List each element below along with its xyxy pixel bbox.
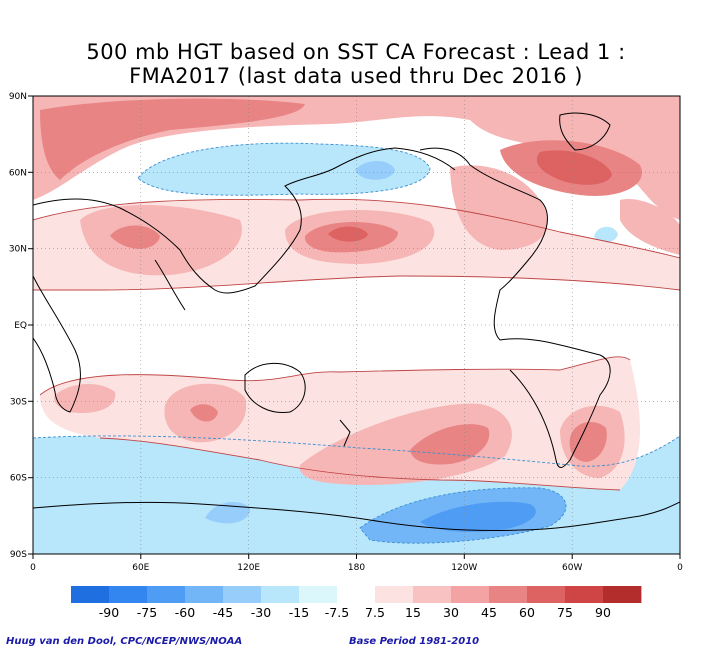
- lat-label: 30S: [10, 397, 27, 407]
- colorbar-swatch: [223, 586, 262, 603]
- colorbar-label: -30: [251, 605, 271, 620]
- colorbar-label: 7.5: [365, 605, 385, 620]
- africa-coastline: [33, 275, 81, 413]
- colorbar-label: -90: [99, 605, 119, 620]
- latitude-ticks: [28, 95, 33, 555]
- colorbar-label: 60: [519, 605, 535, 620]
- antarctica-coastline: [33, 501, 680, 532]
- asia-positive: [80, 205, 242, 276]
- south-america-positive-mid: [569, 422, 607, 462]
- coastlines: [33, 112, 680, 532]
- south-indian-negative: [205, 502, 251, 524]
- colorbar-labels: -90 -75 -60 -45 -30 -15 -7.5 7.5 15 30 45 60 75 90: [99, 605, 611, 620]
- lon-label: 0: [30, 563, 36, 573]
- colorbar-label: 90: [595, 605, 611, 620]
- eurasia-coastline: [33, 147, 456, 294]
- colorbar-swatch: [299, 586, 338, 603]
- credit-base-period: Base Period 1981-2010: [349, 636, 480, 647]
- colorbar-swatch: [603, 586, 642, 603]
- new-zealand-coastline: [339, 419, 351, 447]
- colorbar-label: -15: [289, 605, 309, 620]
- south-indian-positive-inner: [190, 404, 218, 422]
- north-pacific-positive-core: [328, 226, 368, 242]
- colorbar-swatch: [565, 586, 604, 603]
- colorbar-swatch: [147, 586, 186, 603]
- antarctic-negative-inner: [420, 501, 536, 532]
- lon-label: 180: [348, 563, 365, 573]
- lon-label: 120E: [237, 563, 260, 573]
- scandinavia-positive-inner: [536, 150, 612, 185]
- lon-label: 60W: [562, 563, 582, 573]
- longitude-labels: 0 60E 120E 180 120W 60W 0: [30, 563, 683, 573]
- lat-label: 60S: [10, 474, 27, 484]
- north-pacific-negative-inner: [355, 161, 395, 180]
- lat-label: 60N: [9, 168, 27, 178]
- atlantic-positive: [620, 199, 680, 255]
- lat-label: EQ: [14, 321, 27, 331]
- colorbar-swatch: [109, 586, 148, 603]
- colorbar-label: -60: [175, 605, 195, 620]
- north-atlantic-negative: [594, 226, 618, 243]
- credit-author: Huug van den Dool, CPC/NCEP/NWS/NOAA: [6, 636, 243, 647]
- colorbar-label: -75: [137, 605, 157, 620]
- colorbar-swatch: [413, 586, 452, 603]
- colorbar-label: 75: [557, 605, 573, 620]
- colorbar-swatch: [451, 586, 490, 603]
- lon-label: 0: [677, 563, 683, 573]
- lon-label: 60E: [132, 563, 149, 573]
- colorbar-swatch: [337, 586, 376, 603]
- colorbar-label: 15: [405, 605, 421, 620]
- colorbar-label: -7.5: [325, 605, 349, 620]
- colorbar-swatch: [261, 586, 300, 603]
- colorbar-label: 45: [481, 605, 497, 620]
- map-title-line-2: FMA2017 (last data used thru Dec 2016 ): [129, 64, 583, 88]
- graticule: [33, 96, 680, 554]
- greenland-coastline: [559, 112, 611, 151]
- south-africa-positive: [54, 384, 116, 414]
- asia-positive-inner: [110, 225, 160, 249]
- colorbar-swatch: [489, 586, 528, 603]
- lat-label: 90N: [9, 92, 27, 102]
- arctic-positive-mid: [40, 98, 305, 180]
- lon-label: 120W: [451, 563, 477, 573]
- australia-coastline: [244, 362, 306, 414]
- north-america-coastline: [419, 147, 548, 341]
- colorbar-swatch: [185, 586, 224, 603]
- colorbar-swatch: [71, 586, 110, 603]
- colorbar-swatch: [375, 586, 414, 603]
- colorbar-label: 30: [443, 605, 459, 620]
- lat-label: 30N: [9, 245, 27, 255]
- south-pacific-positive: [299, 403, 512, 485]
- map-field: [33, 96, 680, 554]
- colorbar-label: -45: [213, 605, 233, 620]
- lat-label: 90S: [10, 550, 27, 560]
- longitude-ticks: [32, 554, 681, 559]
- latitude-labels: 90N 60N 30N EQ 30S 60S 90S: [9, 92, 27, 560]
- india-coastline: [154, 259, 186, 311]
- colorbar-swatch: [527, 586, 566, 603]
- south-america-coastline: [499, 338, 611, 468]
- north-america-positive: [450, 165, 548, 250]
- colorbar: [71, 586, 642, 603]
- contour-lines: [33, 142, 680, 544]
- map-title-line-1: 500 mb HGT based on SST CA Forecast : Le…: [86, 40, 626, 64]
- south-pacific-positive-mid: [410, 424, 490, 465]
- north-pacific-negative: [138, 143, 430, 196]
